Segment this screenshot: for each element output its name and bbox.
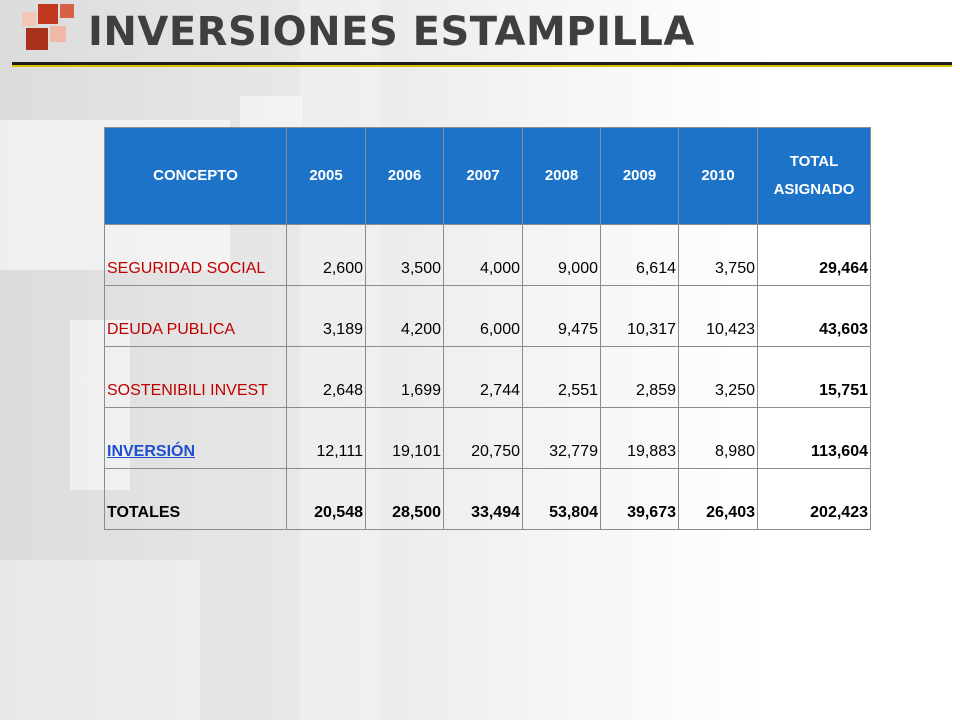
table-cell: 2,859: [600, 346, 679, 408]
row-total: 113,604: [757, 407, 871, 469]
table-cell: 12,111: [286, 407, 366, 469]
logo-square: [26, 28, 48, 50]
table-cell: 26,403: [678, 468, 758, 530]
background-block: [0, 560, 200, 720]
table-cell: 2,648: [286, 346, 366, 408]
table-cell: 8,980: [678, 407, 758, 469]
logo-square: [22, 12, 36, 26]
row-concept: TOTALES: [104, 468, 287, 530]
column-header-concepto: CONCEPTO: [104, 127, 287, 225]
inversion-link[interactable]: INVERSIÓN: [104, 407, 287, 469]
table-cell: 6,614: [600, 224, 679, 286]
column-header-2006: 2006: [365, 127, 444, 225]
title-divider: [12, 62, 952, 67]
table-cell: 53,804: [522, 468, 601, 530]
table-cell: 2,600: [286, 224, 366, 286]
table-cell: 19,101: [365, 407, 444, 469]
page-title: INVERSIONES ESTAMPILLA: [88, 9, 695, 55]
table-cell: 3,750: [678, 224, 758, 286]
totals-row: TOTALES 20,548 28,500 33,494 53,804 39,6…: [104, 468, 871, 530]
row-concept: DEUDA PUBLICA: [104, 285, 287, 347]
table-cell: 2,744: [443, 346, 523, 408]
table-cell: 10,317: [600, 285, 679, 347]
table-cell: 20,548: [286, 468, 366, 530]
row-total: 15,751: [757, 346, 871, 408]
column-header-2005: 2005: [286, 127, 366, 225]
table-cell: 3,250: [678, 346, 758, 408]
column-header-2007: 2007: [443, 127, 523, 225]
row-concept: SEGURIDAD SOCIAL: [104, 224, 287, 286]
table-cell: 20,750: [443, 407, 523, 469]
column-header-total-asignado: TOTAL ASIGNADO: [757, 127, 871, 225]
table-cell: 1,699: [365, 346, 444, 408]
table-row: DEUDA PUBLICA 3,189 4,200 6,000 9,475 10…: [104, 285, 871, 347]
table-cell: 3,500: [365, 224, 444, 286]
column-header-2009: 2009: [600, 127, 679, 225]
table-cell: 6,000: [443, 285, 523, 347]
table-cell: 19,883: [600, 407, 679, 469]
logo-squares-icon: [22, 4, 82, 56]
table-cell: 9,000: [522, 224, 601, 286]
table-cell: 2,551: [522, 346, 601, 408]
row-total: 29,464: [757, 224, 871, 286]
column-header-2010: 2010: [678, 127, 758, 225]
column-header-2008: 2008: [522, 127, 601, 225]
logo-square: [60, 4, 74, 18]
row-concept: SOSTENIBILI INVEST: [104, 346, 287, 408]
table-cell: 4,000: [443, 224, 523, 286]
logo-square: [50, 26, 66, 42]
table-cell: 9,475: [522, 285, 601, 347]
investments-table: CONCEPTO 2005 2006 2007 2008 2009 2010 T…: [104, 127, 871, 530]
table-cell: 39,673: [600, 468, 679, 530]
table-cell: 33,494: [443, 468, 523, 530]
table-cell: 32,779: [522, 407, 601, 469]
table-row: SOSTENIBILI INVEST 2,648 1,699 2,744 2,5…: [104, 346, 871, 408]
table-cell: 10,423: [678, 285, 758, 347]
table-cell: 4,200: [365, 285, 444, 347]
table-cell: 28,500: [365, 468, 444, 530]
table-row: SEGURIDAD SOCIAL 2,600 3,500 4,000 9,000…: [104, 224, 871, 286]
row-total: 43,603: [757, 285, 871, 347]
row-total: 202,423: [757, 468, 871, 530]
table-cell: 3,189: [286, 285, 366, 347]
logo-square: [38, 4, 58, 24]
table-row: INVERSIÓN 12,111 19,101 20,750 32,779 19…: [104, 407, 871, 469]
table-header-row: CONCEPTO 2005 2006 2007 2008 2009 2010 T…: [104, 127, 871, 225]
